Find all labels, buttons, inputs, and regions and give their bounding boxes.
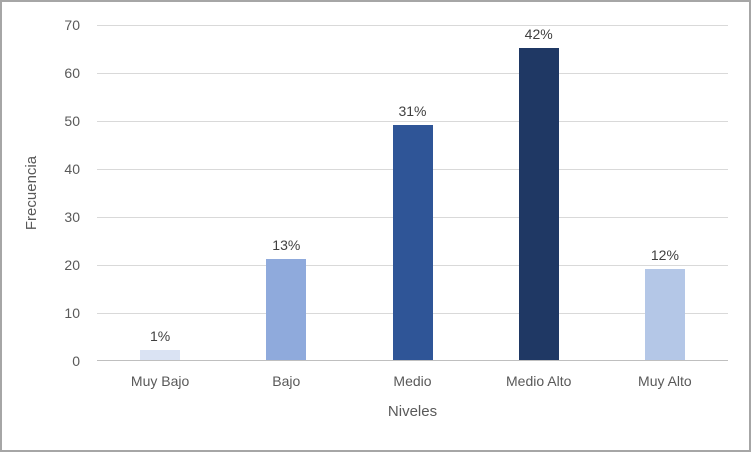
y-tick-label: 0	[72, 353, 80, 369]
bar-muy-alto	[644, 268, 685, 360]
x-axis-title: Niveles	[387, 403, 438, 420]
gridline	[97, 121, 728, 122]
bar-muy-bajo	[140, 350, 181, 360]
x-tick-label: Muy Bajo	[130, 373, 190, 389]
bar-value-label: 1%	[149, 328, 171, 345]
gridline	[97, 25, 728, 26]
y-axis-title: Frecuencia	[23, 155, 40, 231]
y-tick-label: 60	[64, 65, 80, 81]
bar-bajo	[266, 259, 307, 360]
x-tick-label: Medio Alto	[506, 373, 572, 389]
y-tick-label: 20	[64, 257, 80, 273]
bar-medio	[392, 124, 433, 360]
plot-area: 1% 13% 31% 42% 12%	[97, 25, 728, 361]
y-tick-label: 70	[64, 17, 80, 33]
x-tick-label: Medio	[393, 373, 432, 389]
x-tick-label: Muy Alto	[638, 373, 692, 389]
y-tick-label: 30	[64, 209, 80, 225]
bar-value-label: 42%	[524, 26, 553, 42]
bar-value-label: 12%	[650, 246, 679, 263]
bar-medio-alto	[518, 48, 559, 360]
x-tick-label: Bajo	[272, 373, 301, 389]
y-tick-label: 40	[64, 161, 80, 177]
bar-value-label: 31%	[398, 102, 427, 119]
gridline	[97, 73, 728, 74]
bar-value-label: 13%	[272, 237, 301, 254]
y-tick-label: 10	[64, 305, 80, 321]
y-tick-label: 50	[64, 113, 80, 129]
